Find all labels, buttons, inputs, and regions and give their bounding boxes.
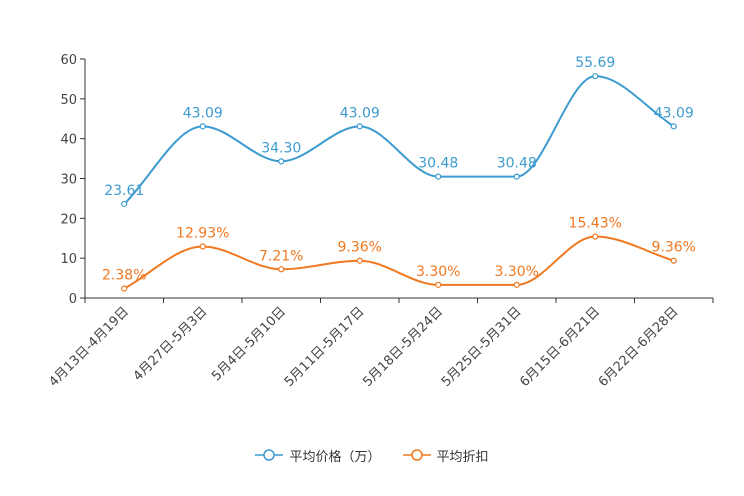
y-tick-label: 60	[60, 53, 77, 68]
data-labels: 23.61 43.09 34.30 43.09 30.48 30.48 55.69 43.09…	[102, 55, 696, 283]
y-tick-label: 50	[60, 93, 77, 108]
data-label: 30.48	[418, 156, 458, 172]
data-label: 9.36%	[652, 240, 696, 256]
legend: 平均价格（万） 平均折扣	[0, 444, 744, 466]
legend-item-discount[interactable]: 平均折扣	[402, 446, 489, 465]
data-label: 3.30%	[495, 264, 539, 280]
legend-line-circle-icon	[255, 449, 284, 461]
x-tick-label: 5月25日-5月31日	[439, 304, 525, 390]
data-point	[199, 123, 206, 130]
x-tick-label: 5月11日-5月17日	[282, 304, 368, 390]
data-label: 15.43%	[569, 216, 622, 232]
data-label: 30.48	[497, 156, 537, 172]
x-tick-label: 5月4日-5月10日	[209, 304, 289, 384]
x-tick-label: 4月27日-5月3日	[131, 304, 211, 384]
data-label: 43.09	[183, 105, 223, 121]
series-line-discount	[123, 235, 675, 290]
legend-label-price: 平均价格（万）	[289, 449, 381, 465]
y-tick-label: 30	[60, 173, 77, 188]
series-line-price	[123, 75, 675, 205]
data-label: 43.09	[654, 105, 694, 121]
y-tick-label: 0	[69, 292, 77, 307]
data-label: 7.21%	[259, 248, 303, 264]
legend-line-circle-icon	[402, 449, 431, 461]
line-chart: 0 10 20 30 40 50 60 4月13日-4月19日4月27日-5月3日5月4日-5…	[46, 53, 714, 390]
data-point	[278, 266, 285, 273]
legend-label-discount: 平均折扣	[436, 449, 489, 465]
data-label: 3.30%	[416, 264, 460, 280]
data-point	[199, 243, 206, 250]
x-tick-label: 6月22日-6月28日	[596, 304, 682, 390]
data-point	[435, 173, 442, 180]
data-label: 12.93%	[176, 225, 229, 241]
y-tick-label: 20	[60, 212, 77, 227]
legend-item-price[interactable]: 平均价格（万）	[255, 446, 381, 465]
data-point	[670, 123, 677, 130]
data-point	[670, 257, 677, 264]
series-layer	[121, 73, 677, 292]
data-point	[278, 158, 285, 165]
data-point	[356, 257, 363, 264]
data-point	[513, 281, 520, 288]
data-label: 9.36%	[338, 240, 382, 256]
data-point	[435, 281, 442, 288]
data-label: 23.61	[104, 183, 144, 199]
y-tick-label: 10	[60, 252, 77, 267]
x-tick-label: 6月15日-6月21日	[517, 304, 603, 390]
data-label: 55.69	[575, 55, 615, 71]
data-label: 34.30	[261, 140, 301, 156]
data-point	[513, 173, 520, 180]
y-tick-label: 40	[60, 133, 77, 148]
data-point	[592, 73, 599, 80]
x-tick-label: 4月13日-4月19日	[46, 304, 132, 390]
data-point	[356, 123, 363, 130]
data-point	[121, 285, 128, 292]
data-label: 43.09	[340, 105, 380, 121]
x-tick-label: 5月18日-5月24日	[360, 304, 446, 390]
data-point	[121, 200, 128, 208]
data-point	[592, 233, 599, 240]
data-label: 2.38%	[102, 268, 146, 284]
